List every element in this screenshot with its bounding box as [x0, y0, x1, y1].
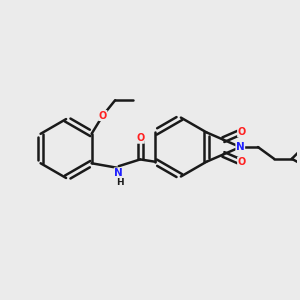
Text: N: N [236, 142, 245, 152]
Text: H: H [116, 178, 124, 188]
Text: O: O [136, 133, 144, 143]
Text: O: O [238, 158, 246, 167]
Text: O: O [99, 110, 107, 121]
Text: N: N [114, 168, 123, 178]
Text: O: O [238, 127, 246, 137]
